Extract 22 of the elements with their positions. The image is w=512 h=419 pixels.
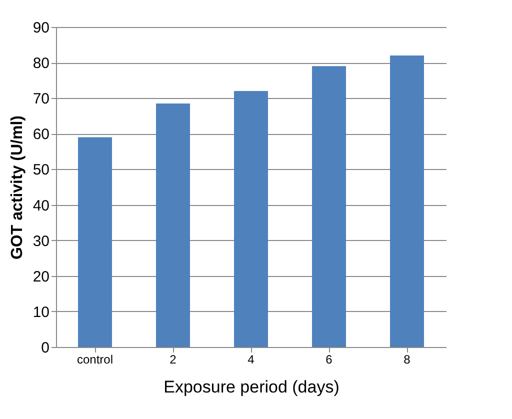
- x-axis-title: Exposure period (days): [164, 378, 340, 396]
- y-tick-label: 0: [41, 340, 50, 356]
- bar: [78, 137, 112, 347]
- bar: [156, 103, 190, 347]
- x-tick-label: 6: [326, 352, 333, 366]
- y-tick-label: 90: [32, 20, 50, 36]
- bar: [234, 91, 268, 347]
- y-tick-label: 10: [32, 304, 50, 321]
- y-tick-label: 50: [32, 162, 50, 179]
- y-tick-label: 70: [32, 90, 50, 108]
- bar: [390, 55, 424, 347]
- x-tick-label: 2: [170, 352, 177, 366]
- y-axis-title: GOT activity (U/ml): [8, 115, 26, 260]
- x-tick-label: 8: [404, 352, 411, 366]
- y-tick-label: 30: [32, 232, 50, 250]
- y-tick-label: 20: [32, 268, 50, 286]
- y-tick-label: 80: [32, 55, 50, 72]
- x-tick-label: control: [76, 352, 114, 366]
- y-tick-label: 40: [32, 197, 50, 214]
- x-tick-label: 4: [248, 352, 255, 366]
- y-tick-label: 60: [32, 126, 50, 144]
- bar: [312, 66, 346, 347]
